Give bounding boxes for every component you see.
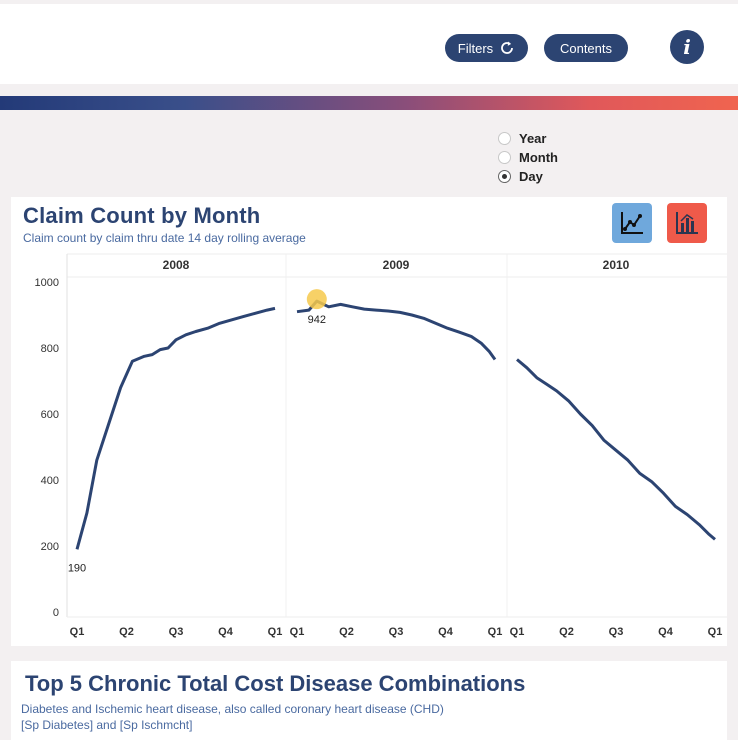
radio-day-label: Day (519, 169, 543, 184)
panel-year-label: 2010 (603, 258, 630, 272)
y-tick-label: 400 (41, 475, 59, 487)
x-tick-label: Q1 (268, 626, 283, 638)
disease-card-description: Diabetes and Ischemic heart disease, als… (21, 702, 444, 716)
x-tick-label: Q1 (708, 626, 723, 638)
x-tick-label: Q3 (389, 626, 404, 638)
panel-year-label: 2008 (163, 258, 190, 272)
x-tick-label: Q3 (609, 626, 624, 638)
chart-subtitle: Claim count by claim thru date 14 day ro… (23, 231, 306, 245)
claim-count-card: 0 200 400 600 800 1000 2008 Q1 Q2 Q3 Q4 Q1 2009 Q1 Q2 Q… (11, 197, 727, 646)
data-label: 942 (308, 314, 326, 326)
radio-day[interactable]: Day (498, 167, 558, 186)
bar-chart-icon (676, 212, 698, 234)
y-tick-label: 200 (41, 541, 59, 553)
y-tick-label: 1000 (35, 277, 59, 289)
granularity-selector: Year Month Day (498, 129, 558, 186)
filters-button[interactable]: Filters (445, 34, 528, 62)
line-chart-icon (621, 212, 643, 234)
disease-card-fields: [Sp Diabetes] and [Sp Ischmcht] (21, 718, 193, 732)
bar-chart-toggle-button[interactable] (667, 203, 707, 243)
info-icon[interactable]: i (670, 30, 704, 64)
x-tick-label: Q4 (218, 626, 234, 638)
line-chart-toggle-button[interactable] (612, 203, 652, 243)
disease-card-title: Top 5 Chronic Total Cost Disease Combina… (25, 671, 526, 696)
radio-year-dot[interactable] (498, 132, 511, 145)
x-tick-label: Q3 (169, 626, 184, 638)
radio-month-label: Month (519, 150, 558, 165)
data-label: 190 (68, 562, 86, 574)
chart-title: Claim Count by Month (23, 203, 261, 228)
x-tick-label: Q1 (70, 626, 85, 638)
radio-month-dot[interactable] (498, 151, 511, 164)
x-tick-label: Q2 (339, 626, 354, 638)
disease-combinations-card: Top 5 Chronic Total Cost Disease Combina… (11, 661, 727, 740)
highlight-marker (306, 289, 327, 310)
x-tick-label: Q4 (438, 626, 454, 638)
radio-day-dot[interactable] (498, 170, 511, 183)
x-tick-label: Q4 (658, 626, 674, 638)
series-line-2010 (516, 358, 716, 541)
x-tick-label: Q1 (290, 626, 305, 638)
top-toolbar: Filters Contents i (0, 4, 738, 84)
radio-month[interactable]: Month (498, 148, 558, 167)
reset-icon (501, 41, 514, 54)
series-line-2009 (296, 299, 497, 361)
x-tick-label: Q2 (559, 626, 574, 638)
y-tick-label: 600 (41, 409, 59, 421)
header-gradient-bar (0, 96, 738, 110)
y-tick-label: 800 (41, 343, 59, 355)
claim-count-chart: 0 200 400 600 800 1000 2008 Q1 Q2 Q3 Q4 Q1 2009 Q1 Q2 Q… (35, 253, 727, 638)
radio-year-label: Year (519, 131, 547, 146)
filters-label: Filters (457, 40, 494, 56)
contents-button[interactable]: Contents (544, 34, 628, 62)
x-tick-label: Q1 (510, 626, 525, 638)
x-tick-label: Q2 (119, 626, 134, 638)
panel-year-label: 2009 (383, 258, 410, 272)
contents-label: Contents (559, 40, 613, 56)
y-tick-label: 0 (53, 607, 59, 619)
series-line-2008 (75, 306, 276, 550)
x-tick-label: Q1 (488, 626, 503, 638)
radio-year[interactable]: Year (498, 129, 558, 148)
